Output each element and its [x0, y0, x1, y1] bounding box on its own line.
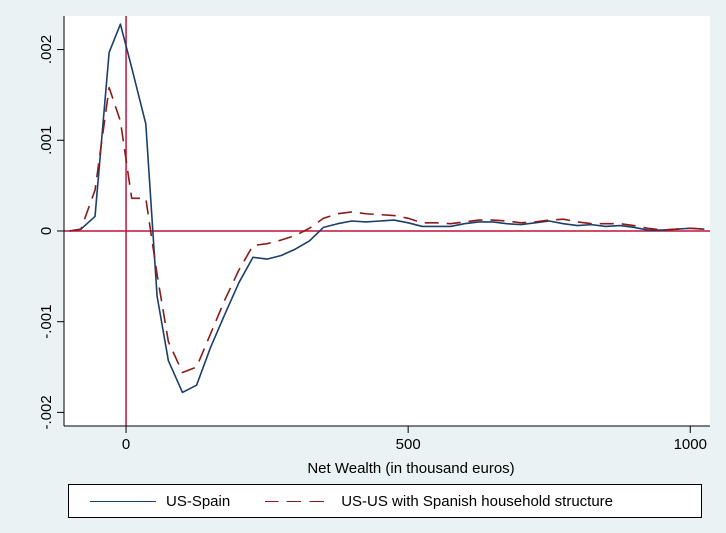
y-tick-label: .001 [38, 126, 55, 155]
y-tick-label: -.002 [38, 395, 55, 429]
legend-item-series-1: US-US with Spanish household structure [265, 493, 613, 510]
y-tick-label: -.001 [38, 305, 55, 339]
legend: US-Spain US-US with Spanish household st… [68, 484, 702, 518]
series-line-0 [69, 23, 705, 394]
x-tick-label: 1000 [674, 436, 707, 453]
series-line-1 [69, 86, 705, 374]
y-tick-label: 0 [38, 227, 55, 235]
x-tick-label: 500 [396, 436, 421, 453]
y-tick-label: .002 [38, 35, 55, 64]
legend-swatch-series-1 [265, 500, 332, 502]
legend-label-series-1: US-US with Spanish household structure [341, 492, 614, 510]
legend-swatch-series-0 [90, 500, 156, 502]
x-axis-title: Net Wealth (in thousand euros) [307, 460, 514, 477]
legend-item-series-0: US-Spain [90, 493, 230, 510]
x-tick-label: 0 [122, 436, 130, 453]
legend-label-series-0: US-Spain [166, 492, 231, 510]
